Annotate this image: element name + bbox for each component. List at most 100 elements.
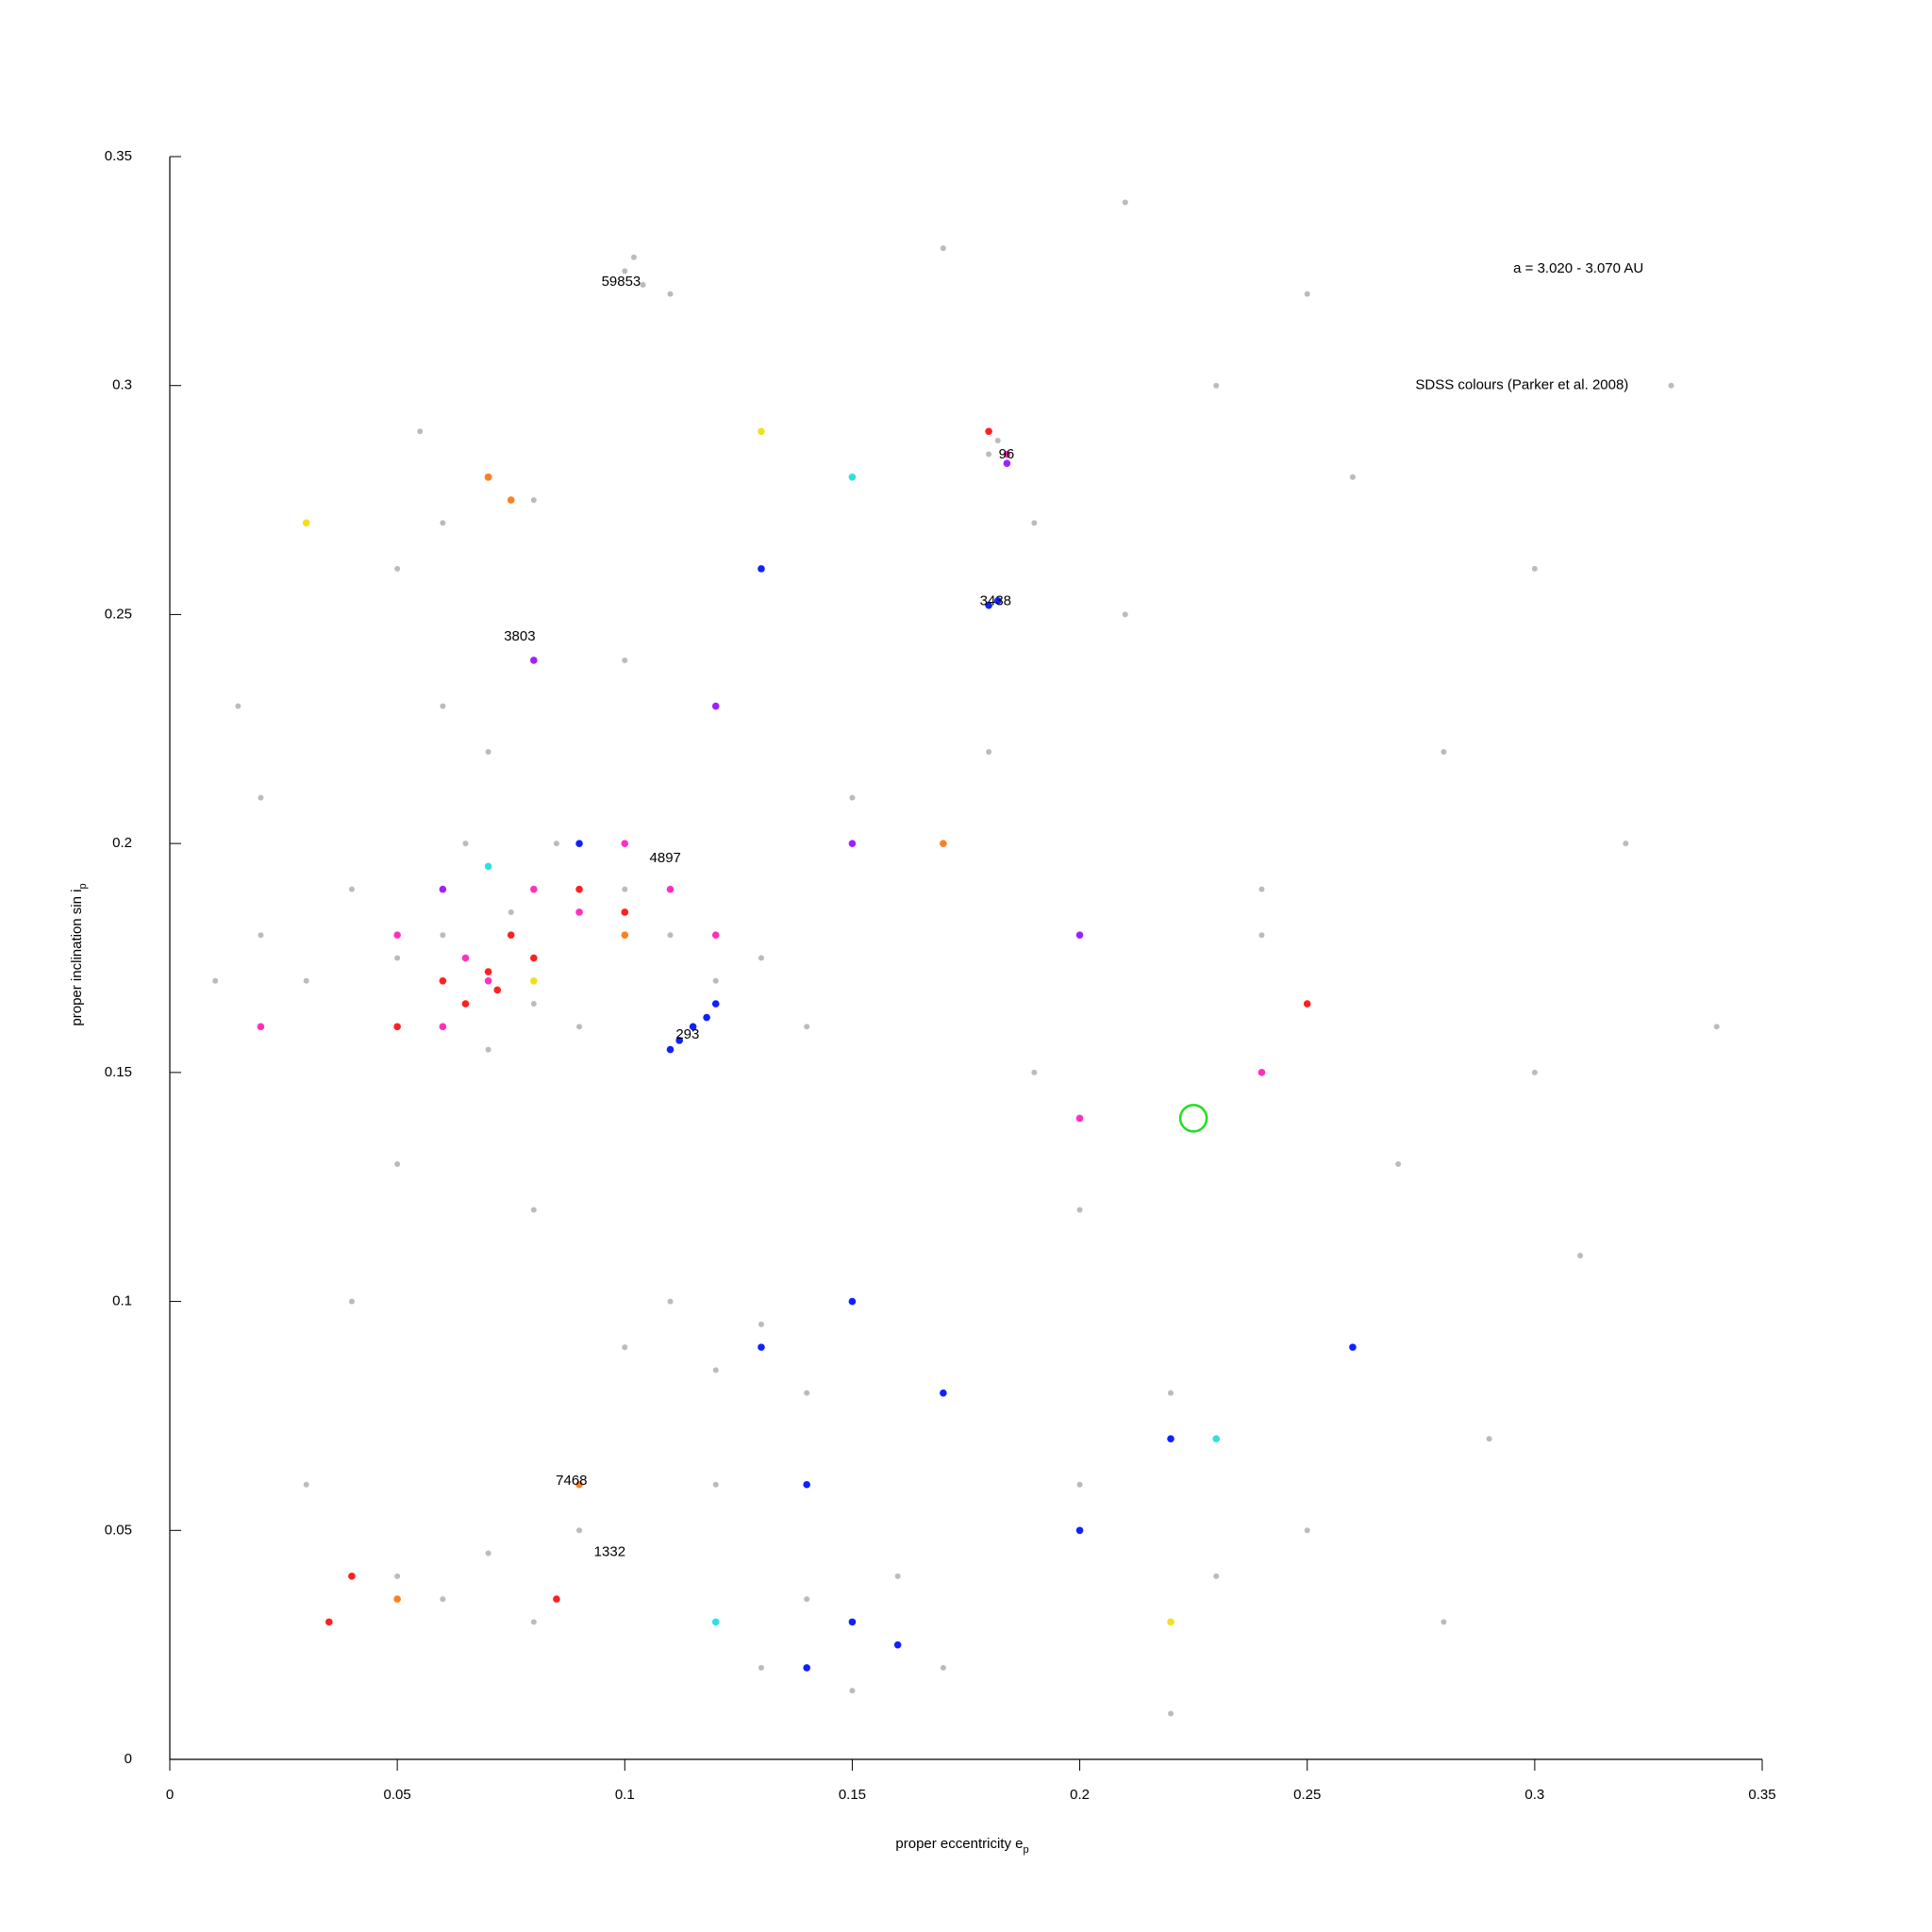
- point: [758, 1343, 765, 1351]
- point: [235, 703, 242, 709]
- point: [666, 885, 675, 893]
- point: [485, 1550, 491, 1557]
- point: [622, 657, 628, 663]
- point: [849, 1688, 856, 1694]
- y-axis-label-sub: p: [77, 883, 89, 889]
- point: [212, 977, 219, 984]
- point: [440, 932, 446, 939]
- point: [1258, 886, 1265, 892]
- annotation: a = 3.020 - 3.070 AU: [1513, 260, 1643, 276]
- x-tick-label: 0.1: [615, 1787, 635, 1803]
- y-tick-label: 0.35: [105, 148, 132, 164]
- point: [576, 1527, 583, 1534]
- point: [1304, 1527, 1310, 1534]
- point: [303, 977, 309, 984]
- point: [394, 565, 401, 572]
- point: [804, 1596, 810, 1603]
- point: [848, 474, 857, 481]
- point: [576, 1024, 583, 1030]
- y-tick-label: 0.25: [105, 606, 132, 622]
- annotation: 96: [999, 446, 1015, 462]
- point: [393, 931, 401, 940]
- point: [461, 1000, 470, 1008]
- annotation: 3803: [504, 628, 535, 644]
- point: [985, 427, 992, 436]
- point: [711, 1618, 720, 1626]
- point: [1003, 459, 1011, 468]
- point: [1623, 841, 1629, 847]
- point: [1167, 1618, 1174, 1626]
- point: [1212, 1435, 1221, 1442]
- point: [553, 841, 559, 847]
- point: [622, 886, 628, 892]
- x-tick-label: 0.25: [1293, 1787, 1321, 1803]
- point: [1257, 1069, 1266, 1076]
- point: [940, 245, 946, 252]
- point: [1122, 611, 1128, 618]
- point: [530, 885, 538, 893]
- y-tick-label: 0.15: [105, 1064, 132, 1080]
- x-tick-label: 0.35: [1748, 1787, 1775, 1803]
- point: [630, 254, 637, 260]
- point: [394, 1573, 401, 1579]
- point: [804, 1390, 810, 1396]
- point: [417, 428, 424, 435]
- x-tick-label: 0.05: [384, 1787, 411, 1803]
- point: [530, 1001, 537, 1008]
- point: [507, 931, 515, 940]
- point: [712, 977, 719, 984]
- point: [394, 955, 401, 961]
- point: [804, 1024, 810, 1030]
- point: [622, 1344, 628, 1351]
- point: [940, 840, 947, 847]
- point: [485, 1046, 491, 1053]
- point: [803, 1664, 810, 1672]
- point: [485, 749, 491, 756]
- point: [258, 932, 264, 939]
- point: [1577, 1253, 1584, 1259]
- x-tick-label: 0.3: [1524, 1787, 1544, 1803]
- point: [1303, 1000, 1311, 1008]
- x-tick-label: 0.2: [1070, 1787, 1090, 1803]
- point: [703, 1013, 710, 1022]
- point: [575, 1480, 583, 1489]
- point: [484, 968, 492, 975]
- y-axis-label: proper inclination sin ip: [69, 883, 89, 1025]
- point: [758, 427, 765, 436]
- point: [758, 1664, 764, 1671]
- point: [575, 885, 583, 893]
- point: [849, 794, 856, 801]
- point: [393, 1023, 401, 1031]
- point: [986, 451, 992, 458]
- point: [1486, 1436, 1492, 1442]
- y-tick-label: 0.1: [112, 1293, 132, 1309]
- point: [575, 908, 583, 916]
- point: [675, 1037, 683, 1044]
- point: [508, 908, 514, 915]
- y-axis-label-text: proper inclination sin i: [69, 890, 85, 1026]
- point: [893, 1641, 902, 1649]
- point: [985, 601, 992, 609]
- point: [1441, 1619, 1447, 1625]
- point: [507, 496, 515, 504]
- annotation: 4897: [650, 850, 681, 866]
- point: [439, 885, 447, 893]
- point: [848, 840, 857, 847]
- point: [530, 497, 537, 504]
- point: [530, 657, 538, 664]
- point: [667, 291, 674, 297]
- point: [1076, 1207, 1083, 1213]
- point: [1349, 474, 1356, 480]
- x-tick-label: 0: [166, 1787, 174, 1803]
- point: [302, 519, 310, 527]
- point: [667, 1298, 674, 1305]
- point: [1031, 1069, 1038, 1075]
- point: [711, 1000, 720, 1008]
- point: [258, 794, 264, 801]
- point: [348, 1298, 355, 1305]
- point: [462, 841, 469, 847]
- point: [1531, 565, 1538, 572]
- annotation: 3438: [980, 592, 1011, 608]
